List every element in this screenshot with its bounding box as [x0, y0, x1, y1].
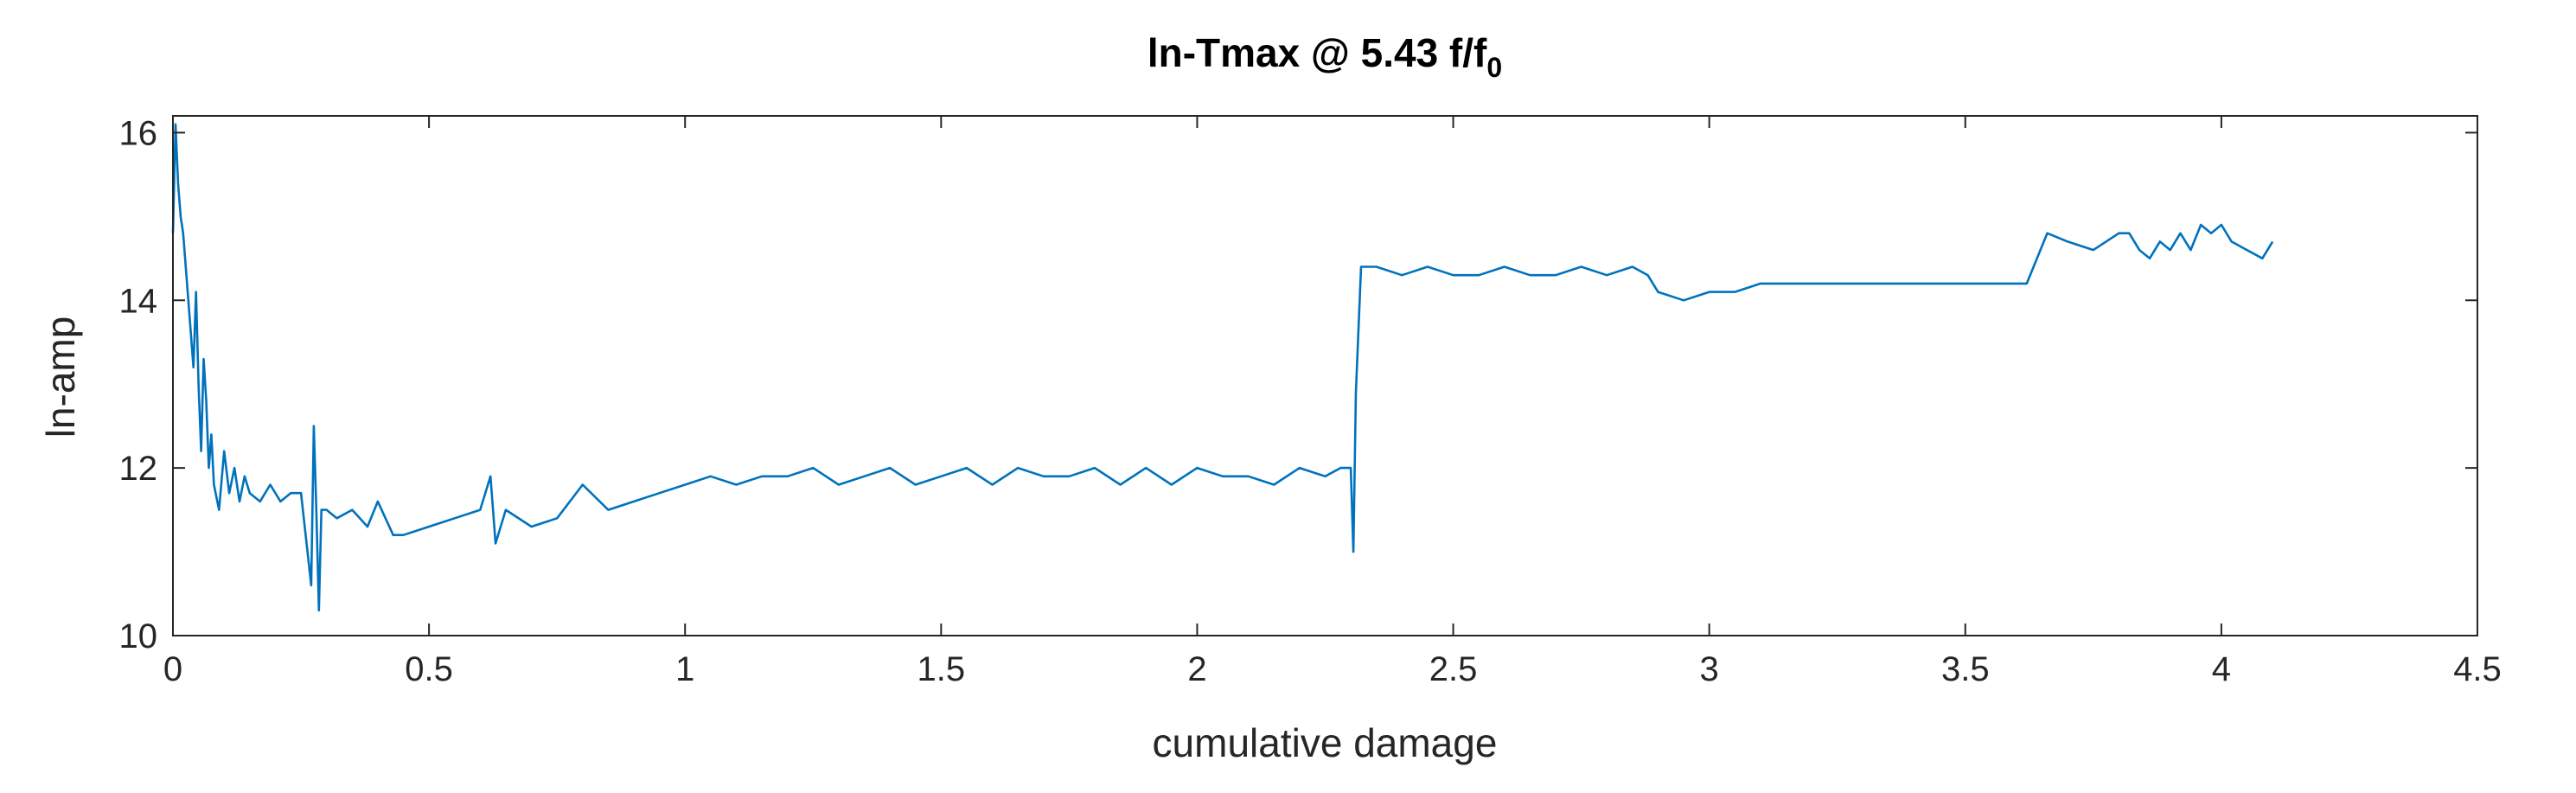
x-tick-label: 0 — [163, 650, 182, 688]
x-axis: 0 0.5 1 1.5 2 2.5 3 3.5 4 4.5 — [163, 116, 2502, 688]
y-tick-label: 10 — [119, 617, 158, 656]
chart-title: ln-Tmax @ 5.43 f/f0 — [1147, 30, 1502, 83]
y-tick-label: 14 — [119, 282, 158, 320]
x-axis-label: cumulative damage — [1153, 720, 1498, 765]
y-tick-label: 12 — [119, 450, 158, 488]
y-tick-label: 16 — [119, 114, 158, 152]
x-tick-label: 4 — [2212, 650, 2231, 688]
chart-title-main: ln-Tmax @ 5.43 f/f — [1147, 30, 1487, 75]
axes-frame — [172, 115, 2478, 636]
x-tick-label: 1.5 — [917, 650, 966, 688]
x-tick-label: 1 — [675, 650, 694, 688]
x-tick-label: 2 — [1187, 650, 1206, 688]
x-tick-label: 3 — [1700, 650, 1719, 688]
x-tick-label: 2.5 — [1429, 650, 1478, 688]
x-tick-label: 0.5 — [405, 650, 453, 688]
plot-area — [171, 123, 2274, 612]
chart-title-subscript: 0 — [1486, 52, 1502, 83]
x-tick-label: 4.5 — [2453, 650, 2502, 688]
x-tick-label: 3.5 — [1941, 650, 1990, 688]
y-axis: 10 12 14 16 — [119, 114, 2477, 656]
y-axis-label: ln-amp — [38, 317, 83, 438]
series-line — [171, 123, 2274, 612]
